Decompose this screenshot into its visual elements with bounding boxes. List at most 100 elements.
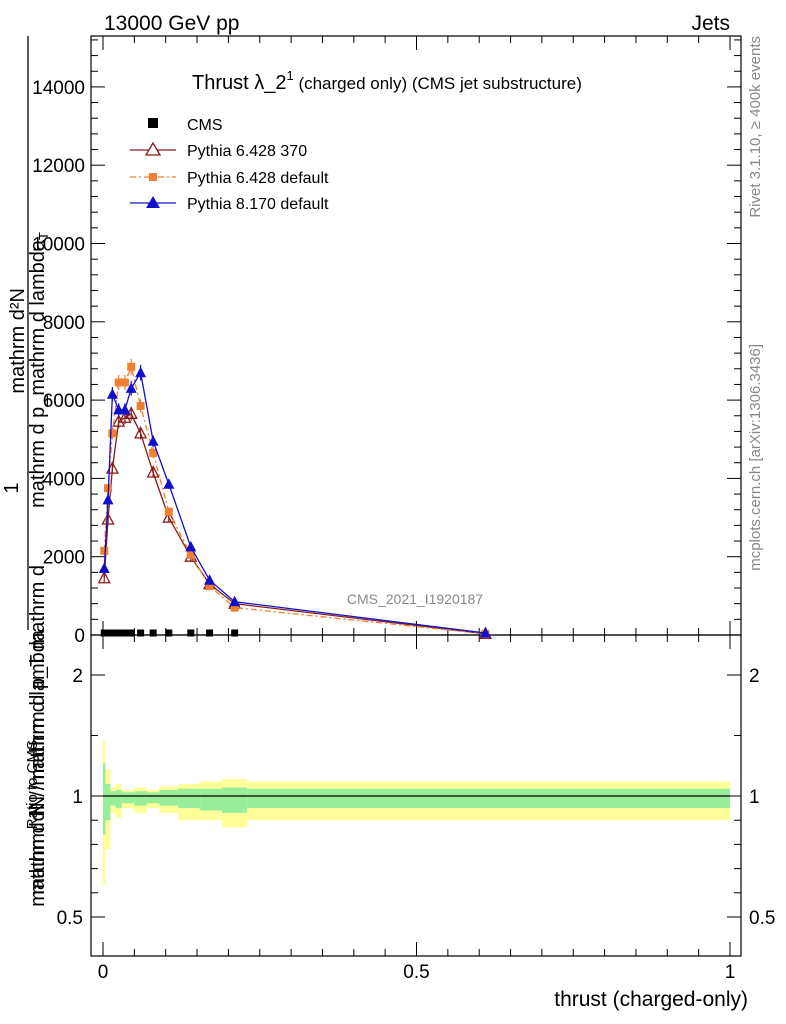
- y-tick-label: 2000: [43, 548, 85, 569]
- main-y-label: mathrm d²N mathrm d p_mathrm d lambda 1 …: [1, 36, 51, 907]
- series-point-triangle: [147, 435, 159, 446]
- legend-entry-label: CMS: [187, 117, 223, 134]
- series-point-triangle: [204, 574, 216, 585]
- cms-data-point: [108, 629, 116, 637]
- y-tick-label: 10000: [32, 234, 85, 255]
- legend-marker-square: [149, 173, 157, 181]
- series-point-square: [205, 582, 214, 591]
- ratio-band-green: [247, 788, 730, 809]
- mcplots-label: mcplots.cern.ch [arXiv:1306.3436]: [747, 344, 764, 571]
- series-point-triangle: [98, 562, 110, 573]
- series-point-square: [127, 362, 136, 371]
- ratio-y-tick-label-right: 0.5: [749, 908, 775, 929]
- y-tick-label: 14000: [32, 78, 85, 99]
- legend-entry-label: Pythia 6.428 370: [187, 143, 307, 160]
- cms-data-point: [149, 629, 157, 637]
- cms-data-point: [100, 629, 108, 637]
- series-point-triangle: [106, 388, 118, 399]
- series-point-triangle: [185, 540, 197, 552]
- series-point-triangle: [479, 627, 491, 638]
- series-point-square: [164, 507, 173, 516]
- series-point-square: [108, 429, 117, 438]
- ratio-band-green: [105, 783, 111, 821]
- legend-marker-triangle: [146, 196, 160, 208]
- ylabel-numerator-top: mathrm d²N: [7, 288, 29, 394]
- ratio-band-green: [128, 792, 135, 804]
- series-point-square: [120, 378, 129, 387]
- ylabel-subscript: T: [36, 232, 51, 240]
- ylabel-one: 1: [1, 482, 23, 493]
- ylabel-denominator-bottom: mathrm d N / mathrm d lambda: [27, 629, 49, 907]
- header-category: Jets: [691, 12, 730, 35]
- series-point-square: [136, 401, 145, 410]
- header-energy: 13000 GeV pp: [104, 12, 239, 35]
- x-tick-label: 0.5: [403, 962, 429, 983]
- cms-data-point: [165, 629, 173, 637]
- ratio-y-label: Ratio to CMS: [24, 740, 41, 829]
- series-layer: [97, 358, 493, 639]
- cms-data-point: [104, 629, 112, 637]
- series-point-triangle: [125, 382, 137, 393]
- ylabel-denominator: mathrm dN / mathrm d p_T mathrm d: [27, 565, 49, 895]
- plot-title: Thrust λ_21 (charged only) (CMS jet subs…: [192, 68, 582, 94]
- cms-data-point: [115, 629, 123, 637]
- analysis-watermark: CMS_2021_I1920187: [347, 591, 483, 607]
- legend: CMS Pythia 6.428 370 Pythia 6.428 default P…: [130, 117, 329, 213]
- legend-marker-cms: [148, 118, 158, 128]
- series-point-triangle: [163, 478, 175, 489]
- ratio-band-green: [121, 792, 129, 804]
- series-point-triangle: [229, 595, 241, 607]
- x-tick-label: 1: [725, 962, 736, 983]
- x-tick-label: 0: [98, 962, 109, 983]
- series-point-triangle-open: [112, 414, 126, 427]
- series-point-square: [230, 603, 239, 612]
- cms-data-point: [231, 629, 239, 637]
- series-point-triangle-open: [162, 510, 176, 523]
- ratio-y-tick-label-left: 2: [72, 666, 83, 687]
- rivet-label: Rivet 3.1.10, ≥ 400k events: [747, 36, 764, 218]
- ratio-band-green: [178, 788, 201, 809]
- ratio-y-tick-label-right: 2: [749, 666, 760, 687]
- ratio-band-green: [134, 791, 147, 806]
- series-point-triangle-open: [118, 410, 132, 423]
- ratio-y-tick-label-left: 0.5: [57, 908, 83, 929]
- series-point-triangle-open: [101, 512, 115, 525]
- series-point-square: [186, 550, 195, 559]
- ratio-y-tick-label-right: 1: [749, 787, 760, 808]
- y-tick-label: 4000: [43, 469, 85, 490]
- ratio-band-green: [200, 788, 223, 811]
- y-tick-label: 8000: [43, 313, 85, 334]
- cms-data-point: [137, 629, 145, 637]
- x-axis-label: thrust (charged-only): [554, 988, 748, 1011]
- series-point-triangle-open: [146, 465, 160, 478]
- legend-entry-label: Pythia 8.170 default: [187, 196, 329, 213]
- title-rest: (charged only) (CMS jet substructure): [294, 74, 582, 93]
- ratio-y-tick-label-left: 1: [72, 787, 83, 808]
- ratio-band-green: [222, 787, 248, 813]
- legend-entry-label: Pythia 6.428 default: [187, 170, 329, 187]
- title-main: Thrust λ_2: [192, 72, 286, 94]
- cms-data-point: [187, 629, 195, 637]
- y-tick-label: 6000: [43, 391, 85, 412]
- series-point-square: [114, 378, 123, 387]
- title-sup: 1: [286, 68, 293, 83]
- ratio-uncertainty-bands: [103, 739, 730, 886]
- legend-marker-triangle-open: [144, 141, 162, 156]
- series-point-triangle: [119, 403, 131, 415]
- series-point-square: [149, 448, 158, 457]
- ratio-band-green: [159, 789, 179, 806]
- series-point-triangle: [102, 493, 114, 505]
- y-tick-label: 0: [74, 626, 85, 647]
- ratio-band-green: [146, 792, 160, 804]
- ylabel-numerator-bottom: mathrm d p_mathrm d lambda: [27, 239, 49, 508]
- ratio-band-green: [115, 789, 122, 809]
- series-point-triangle-open: [97, 570, 111, 584]
- ratio-band-green: [110, 791, 116, 806]
- cms-data-point: [127, 629, 135, 637]
- series-point-triangle-open: [134, 425, 148, 439]
- series-point-square: [100, 546, 109, 555]
- axis-ticks: 0 2000 4000 6000 8000 10000 12000 14000 0 0.5 1 0.5…: [32, 36, 775, 983]
- y-tick-label: 12000: [32, 156, 85, 177]
- ratio-band-green: [103, 763, 106, 835]
